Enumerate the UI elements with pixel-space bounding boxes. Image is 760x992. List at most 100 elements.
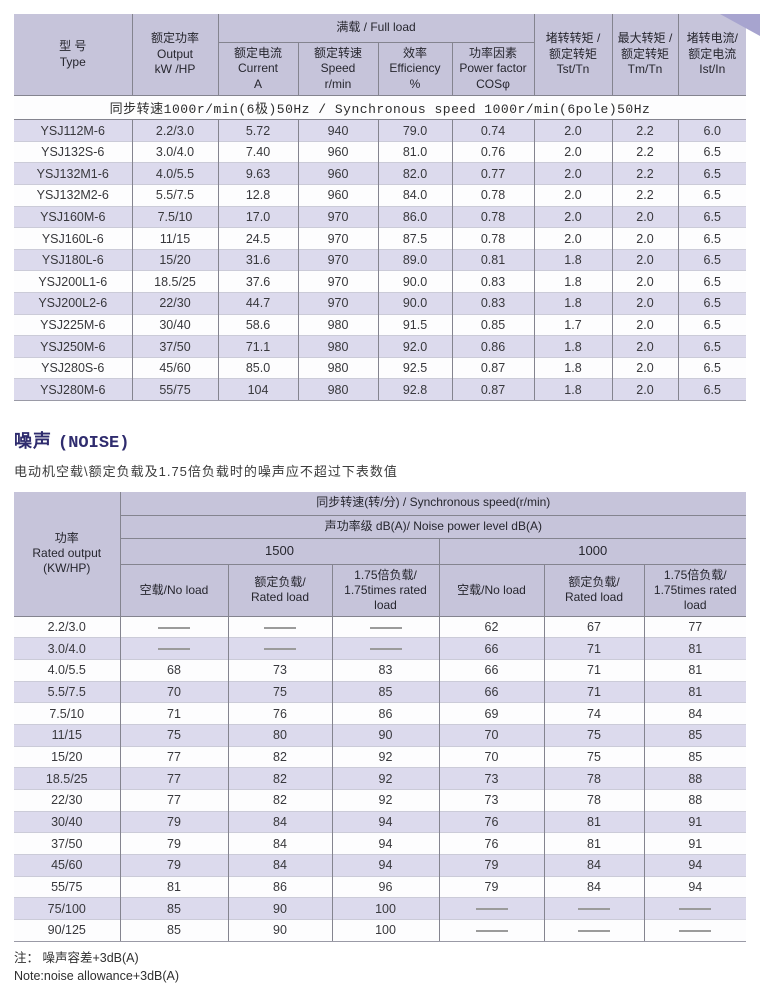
row-label-cell: YSJ200L1-6 xyxy=(14,270,133,293)
value-cell: 92.5 xyxy=(377,356,453,379)
value-cell: 6.5 xyxy=(677,162,746,185)
table-row: YSJ132S-6 3.0/4.0 7.40 960 81.0 0.76 2.0 2.2 6.5 xyxy=(14,140,746,163)
value-cell xyxy=(227,637,333,660)
value-cell: 970 xyxy=(297,270,379,293)
table-row: 7.5/10 71 76 86 69 74 84 xyxy=(14,702,747,725)
value-cell: 66 xyxy=(438,658,545,682)
value-cell: 6.5 xyxy=(677,140,746,163)
row-label-cell: 5.5/7.5 xyxy=(14,680,121,703)
value-cell: 960 xyxy=(297,184,379,207)
value-cell: 970 xyxy=(297,227,379,250)
value-cell: 75 xyxy=(119,723,229,747)
table-row: 22/30 77 82 92 73 78 88 xyxy=(14,789,747,812)
value-cell: 82 xyxy=(227,789,333,812)
value-cell: 6.5 xyxy=(677,335,746,358)
row-label-cell: YSJ250M-6 xyxy=(14,335,133,358)
header-rated-load-1000: 额定负载/Rated load xyxy=(543,563,645,617)
noise-section-subtitle: 电动机空载\额定负载及1.75倍负载时的噪声应不超过下表数值 xyxy=(14,464,398,479)
row-label-cell: 11/15 xyxy=(14,723,121,747)
value-cell: 12.8 xyxy=(217,184,299,207)
value-cell: 71 xyxy=(543,680,645,703)
value-cell: 15/20 xyxy=(131,248,219,271)
value-cell: 84.0 xyxy=(377,184,453,207)
value-cell: 77 xyxy=(119,789,229,812)
value-cell: 0.78 xyxy=(451,184,535,207)
value-cell: 74 xyxy=(543,702,645,725)
noise-title-zh: 噪声 xyxy=(14,431,52,451)
header-type: 型 号 Type xyxy=(14,14,133,97)
value-cell: 58.6 xyxy=(217,313,299,336)
row-label-cell: 90/125 xyxy=(14,919,121,942)
value-cell: 81 xyxy=(543,832,645,855)
value-cell: 5.72 xyxy=(217,119,299,142)
value-cell: 0.78 xyxy=(451,205,535,228)
value-cell xyxy=(643,919,747,942)
value-cell: 71 xyxy=(119,702,229,725)
value-cell: 76 xyxy=(438,832,545,855)
footnote-en: Note:noise allowance+3dB(A) xyxy=(14,968,180,983)
value-cell: 85 xyxy=(643,745,747,768)
value-cell: 3.0/4.0 xyxy=(131,140,219,163)
value-cell: 78 xyxy=(543,767,645,790)
value-cell: 6.5 xyxy=(677,227,746,250)
value-cell: 970 xyxy=(297,205,379,228)
value-cell: 6.5 xyxy=(677,205,746,228)
value-cell: 91 xyxy=(643,832,747,855)
value-cell: 75 xyxy=(227,680,333,703)
value-cell: 81 xyxy=(643,680,747,703)
value-cell: 0.76 xyxy=(451,140,535,163)
table-row: YSJ225M-6 30/40 58.6 980 91.5 0.85 1.7 2.0 6.5 xyxy=(14,313,746,336)
value-cell: 55/75 xyxy=(131,378,219,401)
value-cell: 17.0 xyxy=(217,205,299,228)
value-cell: 6.5 xyxy=(677,292,746,315)
value-cell: 100 xyxy=(331,919,440,942)
value-cell xyxy=(643,897,747,920)
noise-section-heading: 噪声 (NOISE) 电动机空载\额定负载及1.75倍负载时的噪声应不超过下表数… xyxy=(14,427,760,480)
noise-table: 功率 Rated output (KW/HP) 同步转速(转/分) / Synchr… xyxy=(14,492,747,942)
row-label-cell: YSJ132M2-6 xyxy=(14,184,133,207)
footnote: 注： 噪声容差+3dB(A) Note:noise allowance+3dB(… xyxy=(14,949,760,985)
value-cell: 82 xyxy=(227,745,333,768)
noise-table-body: 2.2/3.0 62 67 77 3.0/4.0 66 71 81 4.0/5.5 68 73 83 6… xyxy=(14,616,747,942)
row-label-cell: 3.0/4.0 xyxy=(14,637,121,660)
value-cell: 2.0 xyxy=(611,292,679,315)
row-label-cell: 37/50 xyxy=(14,832,121,855)
value-cell: 81 xyxy=(119,875,229,898)
value-cell: 22/30 xyxy=(131,292,219,315)
table-row: YSJ280S-6 45/60 85.0 980 92.5 0.87 1.8 2.0 6.5 xyxy=(14,356,746,379)
page-corner-decoration xyxy=(720,14,760,36)
table-row: 45/60 79 84 94 79 84 94 xyxy=(14,854,747,877)
value-cell: 96 xyxy=(331,875,440,898)
row-label-cell: YSJ160M-6 xyxy=(14,205,133,228)
value-cell: 88 xyxy=(643,789,747,812)
value-cell: 100 xyxy=(331,897,440,920)
value-cell: 1.8 xyxy=(533,292,613,315)
table-row: YSJ200L2-6 22/30 44.7 970 90.0 0.83 1.8 2.0 6.5 xyxy=(14,292,746,315)
value-cell: 0.74 xyxy=(451,119,535,142)
row-label-cell: YSJ280M-6 xyxy=(14,378,133,401)
row-label-cell: 22/30 xyxy=(14,789,121,812)
header-power: 功率 Rated output (KW/HP) xyxy=(14,492,121,617)
value-cell: 6.5 xyxy=(677,378,746,401)
value-cell: 84 xyxy=(543,854,645,877)
value-cell: 85 xyxy=(331,680,440,703)
value-cell: 85 xyxy=(643,723,747,747)
value-cell: 960 xyxy=(297,162,379,185)
table-row: YSJ160M-6 7.5/10 17.0 970 86.0 0.78 2.0 2.0 6.5 xyxy=(14,205,746,228)
table-row: YSJ132M1-6 4.0/5.5 9.63 960 82.0 0.77 2.0 2.2 6.… xyxy=(14,162,746,185)
value-cell: 2.0 xyxy=(533,227,613,250)
value-cell: 84 xyxy=(227,832,333,855)
value-cell: 69 xyxy=(438,702,545,725)
value-cell: 0.77 xyxy=(451,162,535,185)
row-label-cell: 45/60 xyxy=(14,854,121,877)
value-cell: 0.83 xyxy=(451,292,535,315)
value-cell: 7.5/10 xyxy=(131,205,219,228)
no-data-dash xyxy=(264,626,296,629)
value-cell: 2.0 xyxy=(533,140,613,163)
value-cell: 11/15 xyxy=(131,227,219,250)
row-label-cell: 4.0/5.5 xyxy=(14,658,121,682)
value-cell: 94 xyxy=(331,810,440,833)
row-label-cell: YSJ200L2-6 xyxy=(14,292,133,315)
value-cell: 2.0 xyxy=(611,227,679,250)
value-cell xyxy=(543,897,645,920)
